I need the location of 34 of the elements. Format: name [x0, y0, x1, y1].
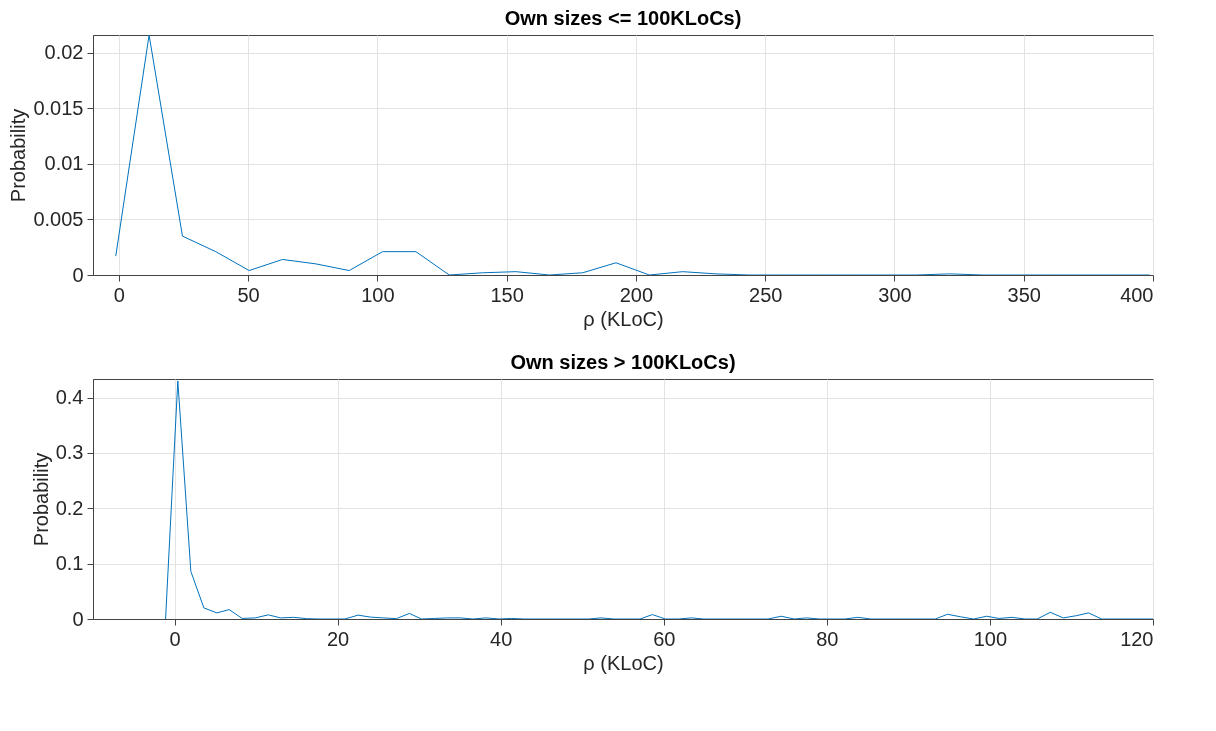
- y-tick-label: 0: [72, 607, 84, 630]
- y-tick-label: 0.3: [55, 441, 84, 464]
- x-tick-label: 250: [749, 283, 783, 306]
- x-tick-label: 20: [326, 627, 350, 650]
- y-tick-label: 0: [72, 263, 84, 286]
- chart-title: Own sizes > 100KLoCs): [510, 351, 736, 373]
- y-tick-label: 0.1: [55, 552, 84, 575]
- y-tick-label: 0.005: [33, 207, 84, 230]
- x-tick-label: 0: [113, 283, 125, 306]
- x-tick-label: 0: [169, 627, 181, 650]
- y-axis-title: Probability: [7, 108, 30, 203]
- x-tick-label: 100: [361, 283, 395, 306]
- x-tick-label: 150: [490, 283, 524, 306]
- y-tick-label: 0.02: [44, 41, 84, 64]
- x-tick-label: 40: [490, 627, 513, 650]
- x-tick-label: 300: [878, 283, 912, 306]
- x-tick-label: 120: [1120, 627, 1154, 650]
- x-tick-label: 350: [1007, 283, 1041, 306]
- x-tick-label: 60: [653, 627, 676, 650]
- x-axis-title: ρ (KLoC): [583, 307, 664, 330]
- y-tick-label: 0.01: [44, 152, 84, 175]
- y-tick-label: 0.2: [55, 496, 84, 519]
- y-tick-label: 0.4: [55, 386, 84, 409]
- x-tick-label: 80: [816, 627, 839, 650]
- x-tick-label: 100: [973, 627, 1008, 650]
- y-tick-label: 0.015: [33, 96, 84, 119]
- x-tick-label: 200: [619, 283, 654, 306]
- x-tick-label: 50: [237, 283, 260, 306]
- chart-title: Own sizes <= 100KLoCs): [504, 7, 742, 29]
- line-series: [115, 35, 1151, 275]
- x-tick-label: 400: [1120, 283, 1154, 306]
- y-axis-title: Probability: [29, 452, 52, 547]
- x-axis-title: ρ (KLoC): [583, 651, 664, 674]
- line-series: [165, 380, 1153, 619]
